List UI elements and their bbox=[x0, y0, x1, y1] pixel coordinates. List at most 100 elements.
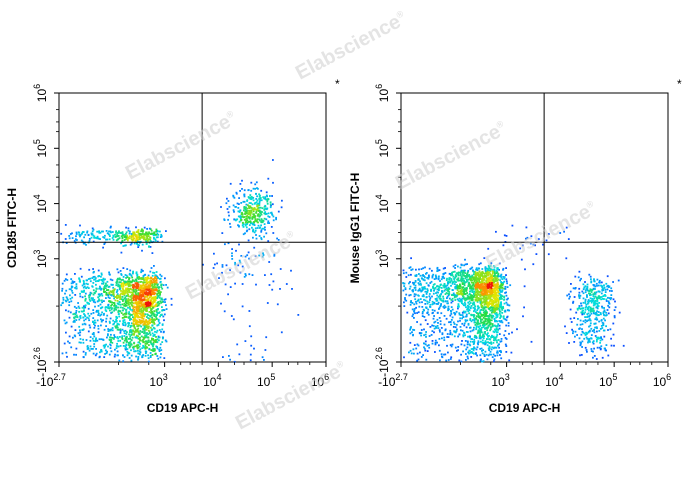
event-dot bbox=[135, 271, 138, 274]
event-dot bbox=[483, 307, 486, 310]
event-dot bbox=[485, 303, 488, 305]
event-dot bbox=[450, 306, 453, 308]
event-dot bbox=[73, 240, 76, 242]
event-dot bbox=[258, 202, 261, 205]
event-dot bbox=[466, 298, 469, 300]
event-dot bbox=[460, 353, 462, 356]
event-dot bbox=[80, 239, 83, 242]
event-dot bbox=[272, 181, 274, 184]
event-dot bbox=[149, 340, 152, 342]
event-dot bbox=[124, 321, 127, 324]
event-dot bbox=[472, 306, 475, 309]
event-dot bbox=[409, 294, 412, 296]
event-dot bbox=[473, 273, 475, 275]
event-dot bbox=[214, 263, 216, 266]
event-dot bbox=[258, 218, 261, 221]
event-dot bbox=[128, 357, 131, 359]
event-dot bbox=[443, 307, 446, 309]
event-dot bbox=[496, 297, 499, 300]
event-dot bbox=[261, 255, 264, 258]
event-dot bbox=[273, 253, 276, 256]
event-dot bbox=[413, 293, 416, 295]
event-dot bbox=[432, 317, 435, 320]
event-dot bbox=[493, 287, 496, 290]
event-dot bbox=[116, 289, 119, 291]
event-dot bbox=[427, 313, 430, 316]
event-dot bbox=[460, 276, 463, 278]
event-dot bbox=[249, 221, 252, 224]
event-dot bbox=[461, 279, 464, 282]
event-dot bbox=[463, 344, 466, 347]
event-dot bbox=[601, 356, 604, 359]
event-dot bbox=[145, 234, 148, 237]
event-dot bbox=[473, 336, 476, 339]
event-dot bbox=[497, 273, 500, 275]
event-dot bbox=[248, 273, 251, 276]
event-dot bbox=[158, 296, 161, 299]
event-dot bbox=[603, 298, 605, 300]
event-dot bbox=[422, 287, 425, 290]
event-dot bbox=[586, 320, 588, 322]
event-dot bbox=[451, 273, 453, 275]
event-dot bbox=[417, 311, 420, 314]
event-dot bbox=[460, 280, 463, 283]
event-dot bbox=[257, 214, 259, 217]
event-dot bbox=[259, 199, 262, 202]
event-dot bbox=[136, 325, 139, 327]
event-dot bbox=[141, 294, 144, 297]
event-dot bbox=[116, 328, 119, 331]
event-dot bbox=[86, 316, 88, 319]
event-dot bbox=[459, 326, 462, 328]
event-dot bbox=[107, 328, 110, 330]
event-dot bbox=[569, 295, 571, 298]
event-dot bbox=[159, 300, 162, 303]
event-dot bbox=[448, 308, 450, 311]
event-dot bbox=[266, 302, 269, 304]
event-dot bbox=[104, 345, 106, 348]
event-dot bbox=[457, 290, 460, 293]
event-dot bbox=[253, 246, 256, 249]
event-dot bbox=[84, 304, 87, 307]
event-dot bbox=[415, 274, 418, 276]
event-dot bbox=[589, 275, 592, 278]
event-dot bbox=[117, 283, 120, 286]
event-dot bbox=[121, 239, 124, 242]
event-dot bbox=[145, 320, 148, 323]
event-dot bbox=[137, 238, 140, 241]
event-dot bbox=[101, 311, 103, 314]
event-dot bbox=[471, 297, 474, 300]
event-dot bbox=[122, 267, 125, 269]
event-dot bbox=[124, 324, 127, 327]
event-dot bbox=[141, 233, 144, 235]
event-dot bbox=[420, 334, 422, 337]
event-dot bbox=[129, 230, 131, 233]
event-dot bbox=[447, 290, 449, 293]
event-dot bbox=[126, 237, 129, 240]
event-dot bbox=[78, 231, 81, 234]
event-dot bbox=[135, 240, 137, 242]
event-dot bbox=[255, 283, 257, 286]
event-dot bbox=[500, 315, 502, 317]
event-dot bbox=[290, 269, 292, 272]
event-dot bbox=[438, 289, 440, 292]
event-dot bbox=[262, 196, 265, 199]
event-dot bbox=[139, 305, 142, 308]
event-dot bbox=[432, 273, 435, 276]
event-dot bbox=[159, 280, 162, 283]
event-dot bbox=[141, 228, 143, 231]
event-dot bbox=[73, 312, 76, 315]
event-dot bbox=[425, 306, 427, 309]
event-dot bbox=[600, 325, 603, 327]
event-dot bbox=[488, 319, 491, 322]
event-dot bbox=[150, 267, 153, 269]
event-dot bbox=[145, 326, 148, 329]
event-dot bbox=[264, 349, 267, 351]
event-dot bbox=[506, 315, 509, 318]
event-dot bbox=[427, 308, 430, 311]
event-dot bbox=[260, 229, 263, 232]
event-dot bbox=[469, 351, 472, 354]
event-dot bbox=[416, 321, 418, 323]
event-dot bbox=[130, 233, 133, 235]
event-dot bbox=[102, 246, 104, 249]
event-dot bbox=[470, 313, 472, 316]
